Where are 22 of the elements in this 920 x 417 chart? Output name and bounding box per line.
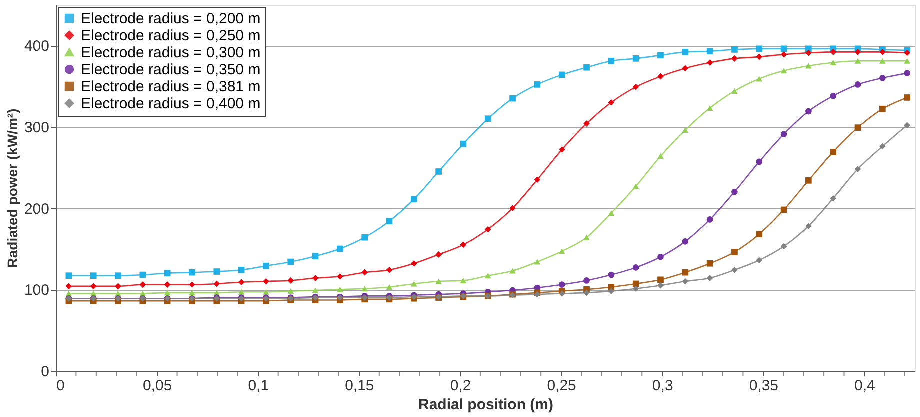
y-tick-label: 0 bbox=[41, 364, 50, 380]
legend-label: Electrode radius = 0,381 m bbox=[81, 78, 261, 96]
x-tick-label: 0,05 bbox=[142, 378, 172, 394]
x-tick-label: 0,15 bbox=[345, 378, 374, 394]
legend-label: Electrode radius = 0,400 m bbox=[81, 96, 261, 112]
x-tick-label: 0,3 bbox=[652, 378, 674, 394]
x-tick-label: 0,25 bbox=[547, 378, 576, 394]
y-axis-title: Radiated power (kW/m²) bbox=[4, 108, 20, 268]
y-tick-label: 300 bbox=[24, 120, 50, 136]
y-tick-label: 400 bbox=[24, 38, 50, 56]
x-axis-title: Radial position (m) bbox=[418, 396, 554, 414]
x-tick-label: 0 bbox=[56, 378, 65, 394]
x-tick-label: 0,4 bbox=[854, 378, 876, 394]
legend-label: Electrode radius = 0,250 m bbox=[81, 28, 261, 44]
legend-label: Electrode radius = 0,300 m bbox=[81, 44, 261, 62]
y-tick-label: 100 bbox=[24, 282, 50, 300]
legend-label: Electrode radius = 0,350 m bbox=[81, 62, 261, 78]
y-tick-label: 200 bbox=[24, 200, 50, 218]
x-tick-label: 0,1 bbox=[248, 378, 270, 394]
x-tick-label: 0,2 bbox=[450, 378, 472, 394]
legend-label: Electrode radius = 0,200 m bbox=[81, 10, 261, 28]
x-tick-label: 0,35 bbox=[749, 378, 779, 394]
